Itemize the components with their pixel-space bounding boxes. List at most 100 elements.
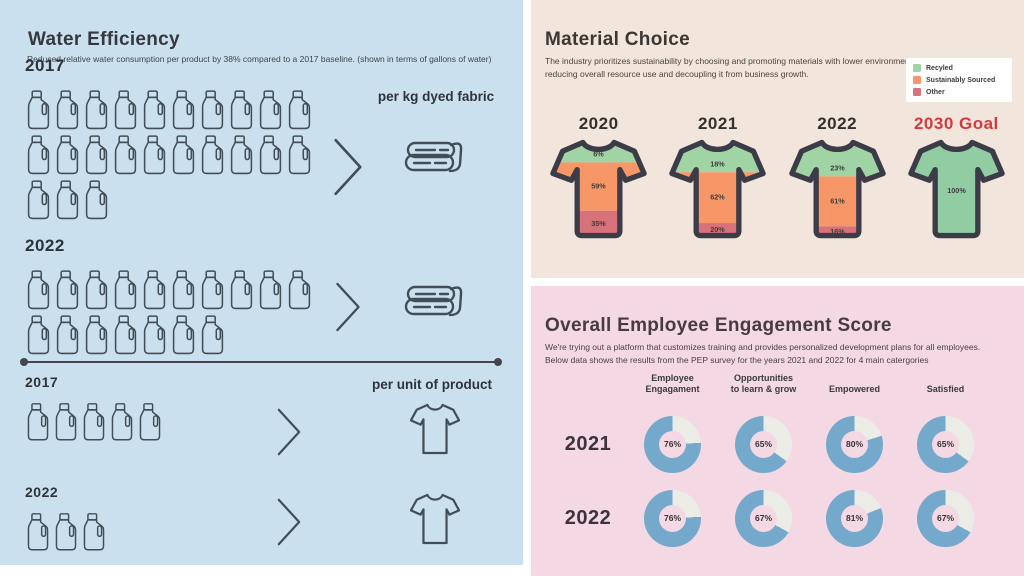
water-efficiency-panel: Water Efficiency Reduced relative water … — [0, 0, 523, 565]
legend-item: Other — [913, 88, 1005, 96]
donut-chart-2021-col3: 80% — [809, 412, 900, 476]
water-jug-icon — [27, 513, 49, 551]
water-jug-icon — [56, 135, 79, 175]
water-jug-icon — [143, 135, 166, 175]
svg-text:62%: 62% — [711, 193, 726, 202]
shirt-year-label: 2022 — [817, 114, 858, 133]
water-jug-icon — [85, 315, 108, 355]
svg-text:61%: 61% — [830, 196, 845, 205]
donut-chart-2021-col1: 76% — [627, 412, 718, 476]
donut-row-year: 2021 — [564, 432, 612, 455]
donut-chart-2022-col2: 67% — [718, 486, 809, 550]
water-jug-icon — [56, 270, 79, 310]
donut-column-header: Opportunities to learn & grow — [730, 372, 797, 395]
water-jug-icon — [83, 513, 105, 551]
jug-rows — [25, 268, 313, 357]
water-jug-icon — [230, 270, 253, 310]
water-jug-icon — [172, 135, 195, 175]
water-jug-icon — [27, 180, 50, 220]
donut-column-header: Satisfied — [926, 384, 965, 395]
tshirt-charts-row: 2020 6% 59% 35% 2021 18% 62% 20% 2022 23% 61%… — [539, 114, 1016, 240]
water-jug-icon — [55, 403, 77, 441]
water-jug-icon — [259, 135, 282, 175]
water-jug-icon — [201, 135, 224, 175]
water-jug-icon — [114, 135, 137, 175]
donut-chart-2021-col2: 65% — [718, 412, 809, 476]
water-jug-icon — [201, 90, 224, 130]
water-per-kg-2022-group: 2022 — [25, 236, 313, 358]
tshirt-outline-icon — [409, 402, 461, 461]
donut-value: 76% — [659, 504, 686, 532]
donut-chart-2022-col4: 67% — [900, 486, 991, 550]
donut-row-year: 2022 — [564, 506, 612, 529]
water-jug-icon — [201, 315, 224, 355]
donut-column-header: Employee Engagament — [645, 372, 700, 395]
jug-rows — [25, 88, 313, 222]
shirt-year-label: 2020 — [578, 114, 619, 133]
legend-swatch — [913, 88, 921, 96]
tshirt-chart-2020: 2020 6% 59% 35% — [543, 114, 655, 240]
donut-value: 81% — [841, 504, 868, 532]
water-jug-icon — [288, 135, 311, 175]
shirt-year-label: 2021 — [697, 114, 738, 133]
legend-swatch — [913, 64, 921, 72]
water-jug-icon — [27, 403, 49, 441]
donut-value: 65% — [932, 430, 959, 458]
jug-rows — [25, 402, 163, 442]
tshirt-chart-2030-goal: 2030 Goal 100% — [900, 114, 1012, 240]
water-title: Water Efficiency — [28, 28, 180, 50]
legend-swatch — [913, 76, 921, 84]
legend-item: Sustainably Sourced — [913, 76, 1005, 84]
water-jug-icon — [201, 270, 224, 310]
water-jug-icon — [56, 90, 79, 130]
legend-label: Other — [926, 88, 945, 96]
svg-text:16%: 16% — [830, 227, 845, 236]
water-jug-icon — [27, 315, 50, 355]
water-subtitle: Reduced relative water consumption per p… — [27, 53, 492, 64]
donut-value: 80% — [841, 430, 868, 458]
svg-text:35%: 35% — [591, 219, 606, 228]
jug-rows — [25, 512, 107, 552]
year-label: 2022 — [25, 236, 65, 255]
water-jug-icon — [83, 403, 105, 441]
material-legend: Recyled Sustainably Sourced Other — [906, 58, 1012, 102]
year-label: 2017 — [25, 374, 59, 390]
chevron-right-icon — [277, 496, 301, 553]
tshirt-outline-icon — [409, 492, 461, 551]
water-jug-icon — [85, 90, 108, 130]
svg-text:20%: 20% — [711, 225, 726, 234]
water-jug-icon — [114, 90, 137, 130]
water-jug-icon — [85, 135, 108, 175]
water-jug-icon — [143, 270, 166, 310]
water-jug-icon — [85, 180, 108, 220]
per-kg-caption: per kg dyed fabric — [377, 89, 495, 104]
water-jug-icon — [230, 135, 253, 175]
per-unit-caption: per unit of product — [372, 377, 492, 392]
water-jug-icon — [143, 315, 166, 355]
water-jug-icon — [27, 270, 50, 310]
water-jug-icon — [172, 270, 195, 310]
donut-value: 65% — [750, 430, 777, 458]
section-divider — [20, 358, 502, 366]
legend-item: Recyled — [913, 64, 1005, 72]
donut-chart-grid: Employee Engagament Opportunities to lear… — [549, 366, 991, 550]
water-per-unit-2022-group: 2022 — [25, 484, 107, 553]
donut-chart-2022-col1: 76% — [627, 486, 718, 550]
donut-value: 76% — [659, 430, 686, 458]
folded-fabric-icon — [402, 138, 466, 185]
water-jug-icon — [259, 270, 282, 310]
svg-text:18%: 18% — [711, 159, 726, 168]
employee-engagement-panel: Overall Employee Engagement Score We're … — [531, 286, 1024, 576]
svg-text:100%: 100% — [947, 186, 966, 195]
water-jug-icon — [114, 270, 137, 310]
water-jug-icon — [172, 90, 195, 130]
chevron-right-icon — [277, 406, 301, 463]
water-jug-icon — [139, 403, 161, 441]
donut-chart-2021-col4: 65% — [900, 412, 991, 476]
folded-fabric-icon — [402, 282, 466, 329]
water-jug-icon — [111, 403, 133, 441]
water-jug-icon — [56, 180, 79, 220]
material-choice-panel: Material Choice The industry prioritizes… — [531, 0, 1024, 278]
water-jug-icon — [259, 90, 282, 130]
